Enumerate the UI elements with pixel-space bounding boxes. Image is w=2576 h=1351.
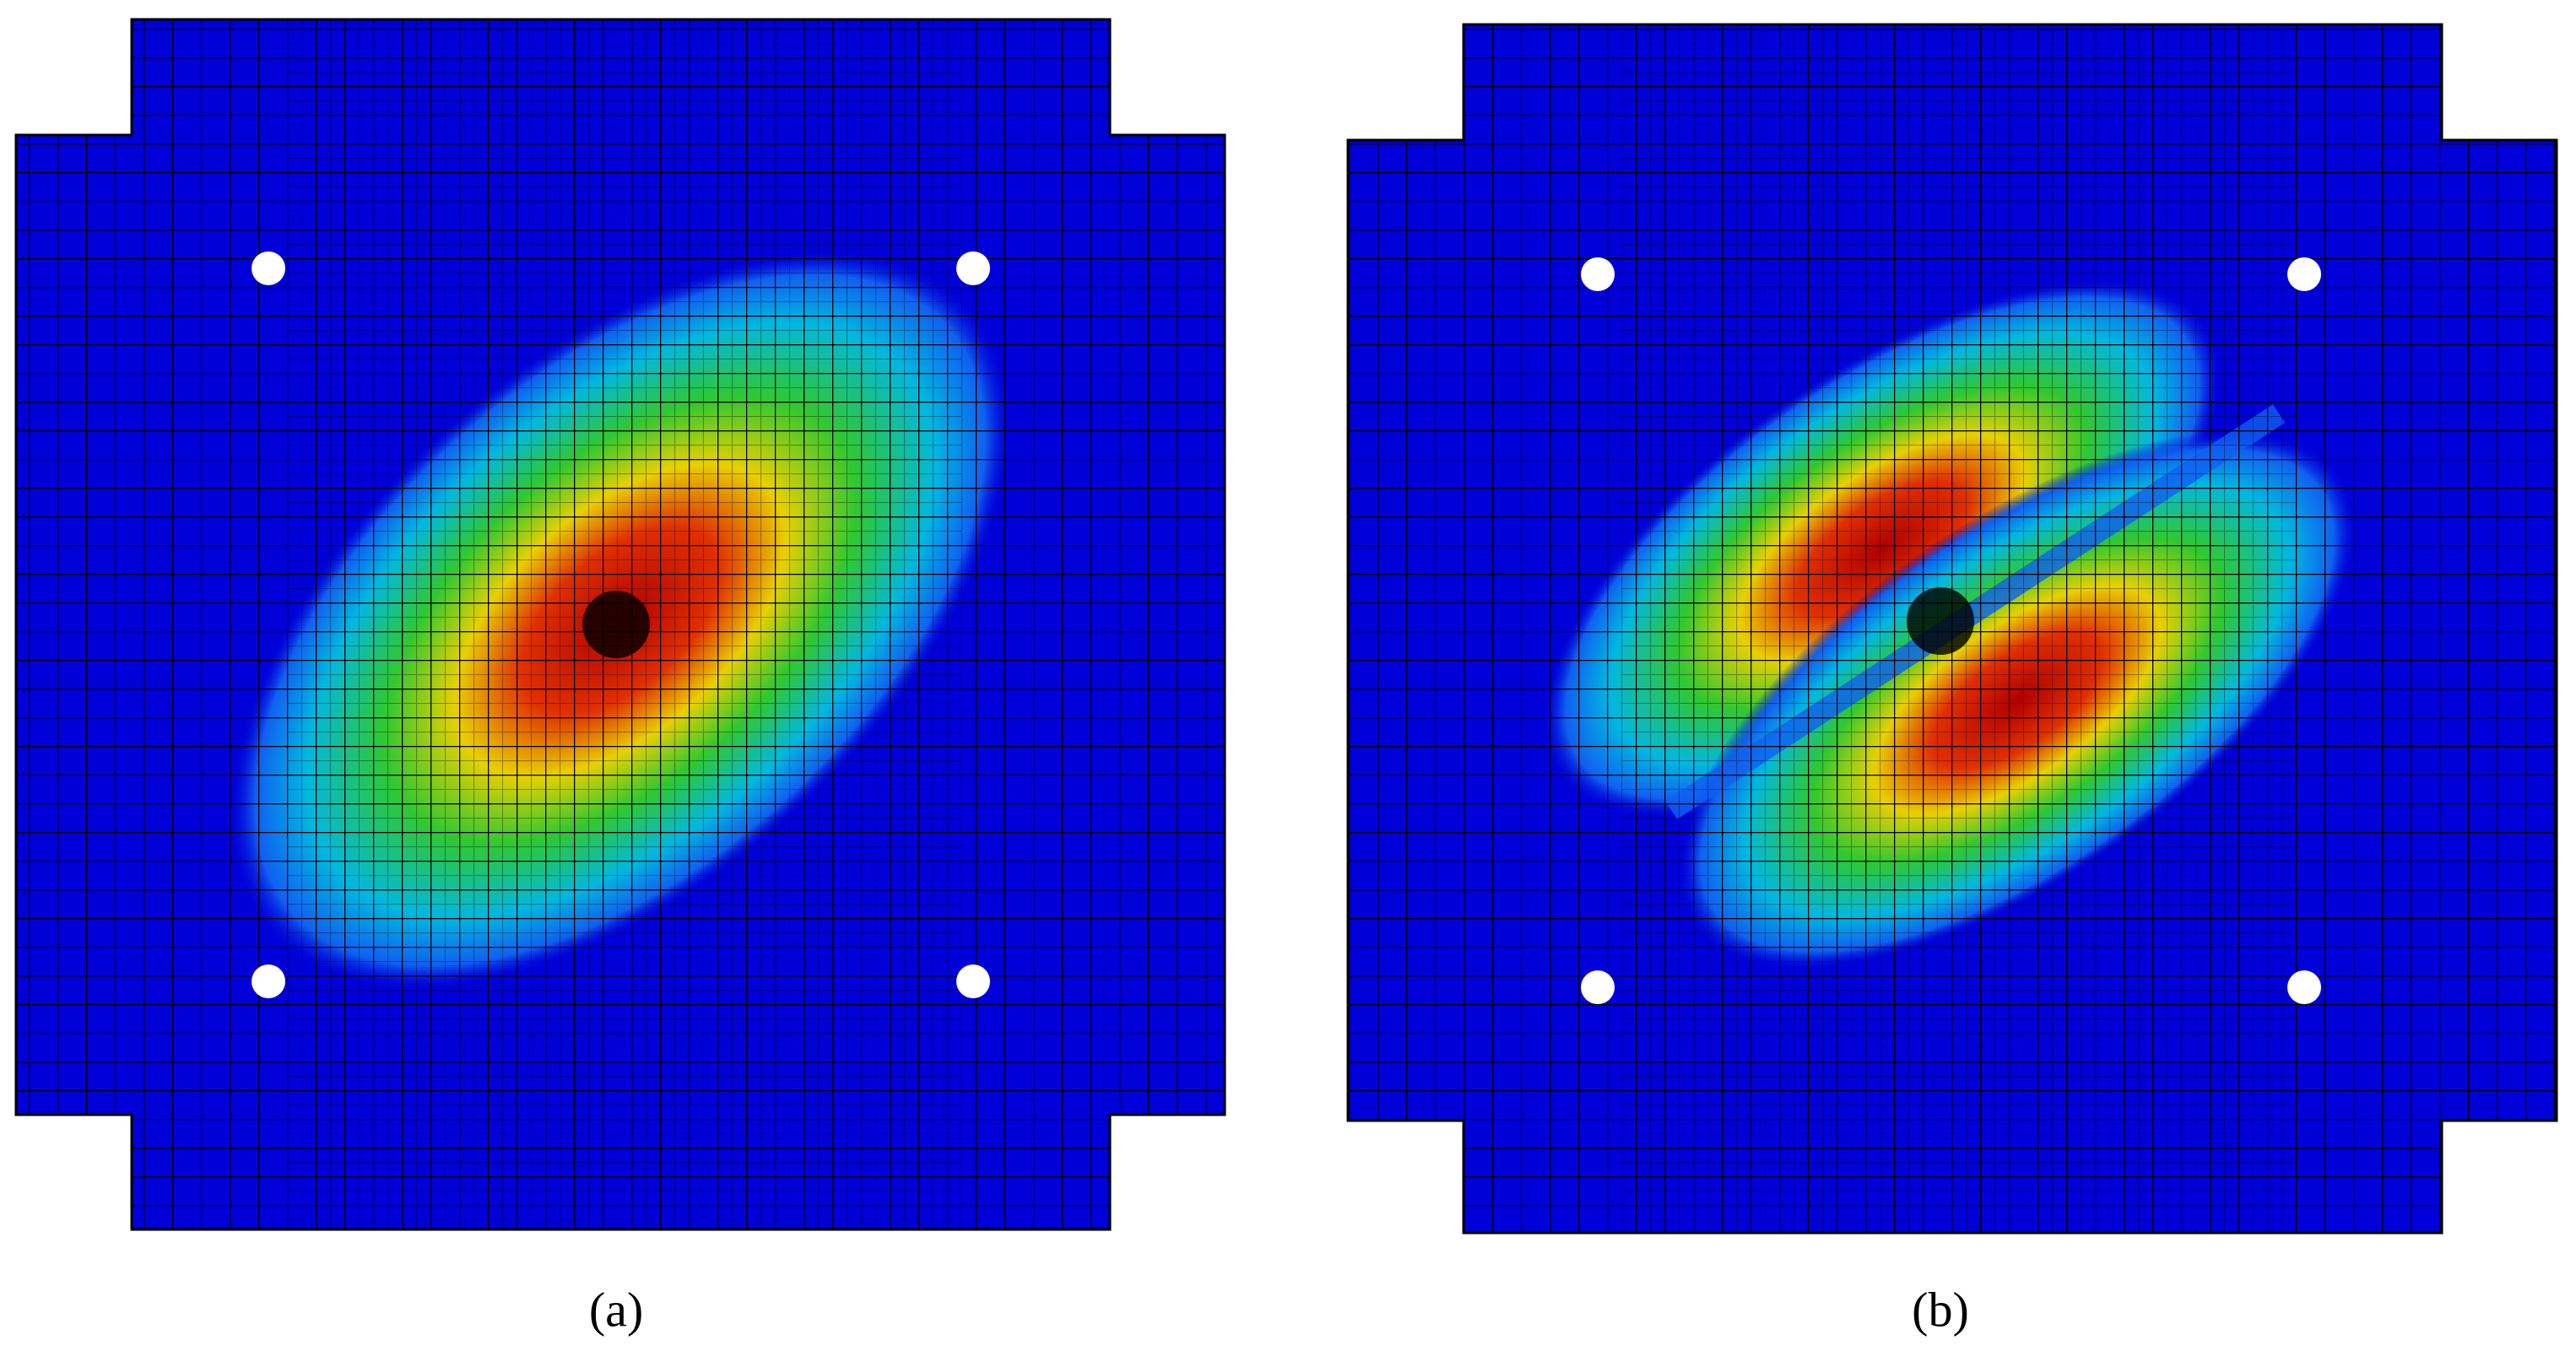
panel-b — [1348, 24, 2557, 1233]
mesh-center — [1907, 587, 1974, 655]
caption: (b) — [1912, 1282, 1969, 1337]
notch — [2287, 257, 2321, 291]
outline — [14, 18, 1226, 1231]
outline — [1346, 23, 2558, 1235]
notch — [252, 965, 285, 998]
notch — [1581, 970, 1615, 1004]
notch — [252, 251, 285, 285]
mesh-center — [582, 591, 650, 658]
notch — [1581, 257, 1615, 291]
panel-a — [16, 19, 1225, 1229]
notch — [956, 251, 990, 285]
notch — [2287, 970, 2321, 1004]
notch — [956, 965, 990, 998]
caption: (a) — [589, 1282, 643, 1337]
